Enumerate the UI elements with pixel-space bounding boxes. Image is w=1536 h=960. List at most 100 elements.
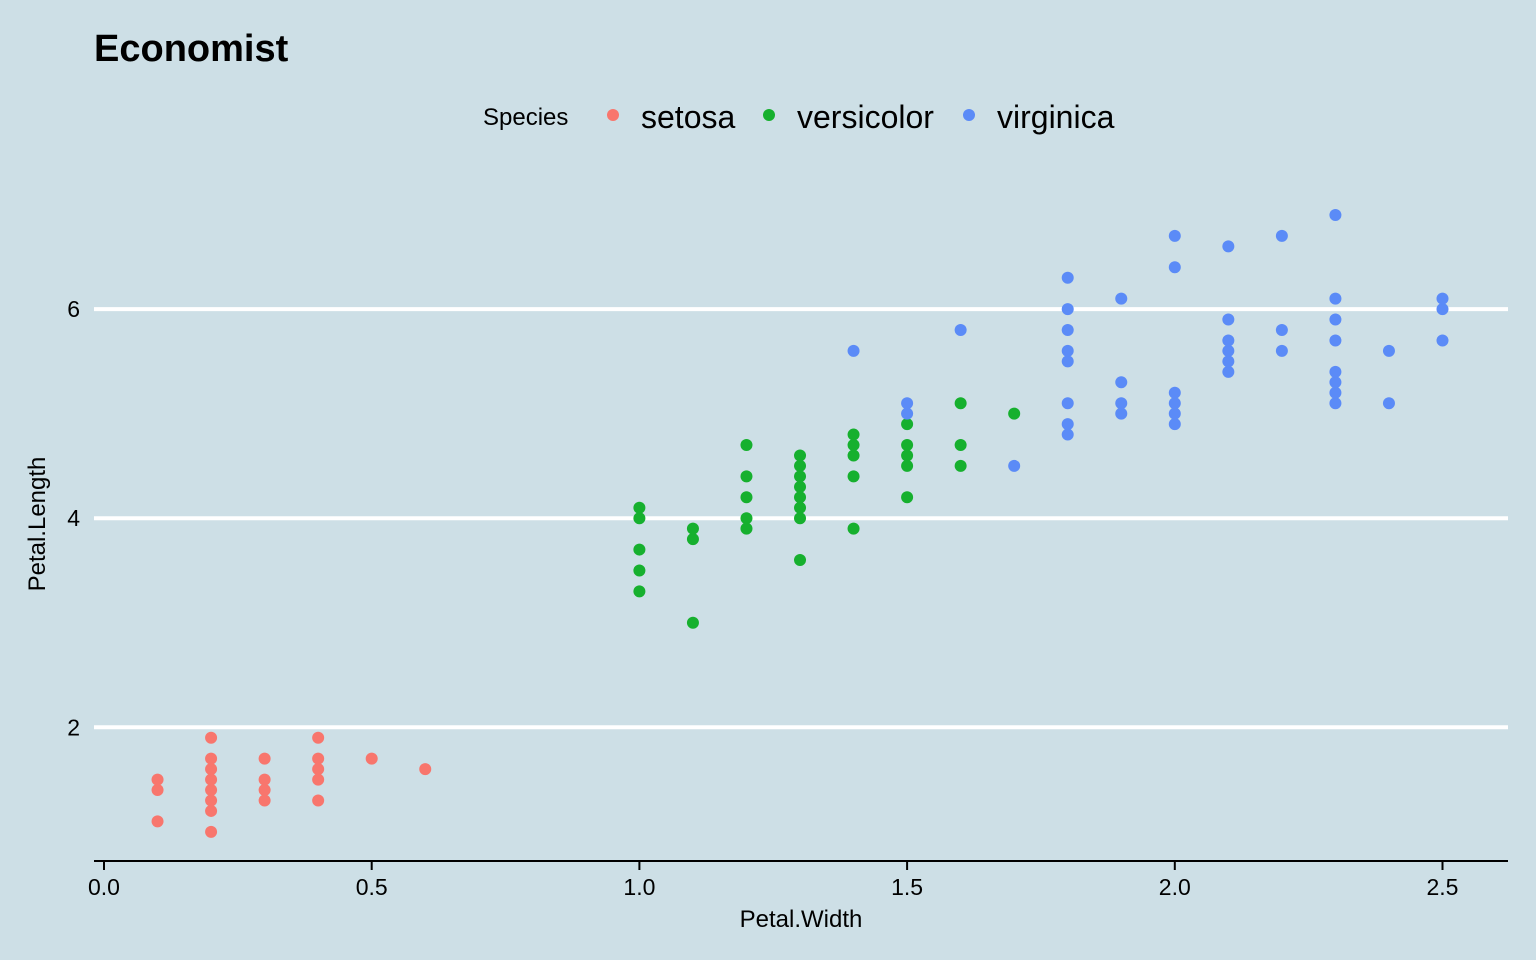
point-setosa [151,815,164,828]
point-versicolor [633,585,646,598]
point-virginica [1115,407,1128,420]
point-virginica [1382,397,1395,410]
point-versicolor [901,449,914,462]
point-virginica [1061,397,1074,410]
point-virginica [1329,334,1342,347]
point-virginica [1329,313,1342,326]
point-versicolor [633,564,646,577]
y-tick-label: 4 [67,505,80,531]
point-setosa [258,794,271,807]
point-versicolor [954,439,967,452]
point-versicolor [847,449,860,462]
point-versicolor [794,459,807,472]
point-virginica [1329,209,1342,222]
point-virginica [901,407,914,420]
point-setosa [205,804,218,817]
point-setosa [205,784,218,797]
x-tick-label: 0.0 [88,874,120,900]
point-virginica [1168,386,1181,399]
point-virginica [1436,334,1449,347]
legend-key-virginica [963,109,975,121]
point-versicolor [794,501,807,514]
point-versicolor [794,470,807,483]
point-virginica [1329,292,1342,305]
point-setosa [258,773,271,786]
point-virginica [1008,459,1021,472]
point-versicolor [633,501,646,514]
point-versicolor [794,449,807,462]
point-virginica [1329,397,1342,410]
point-versicolor [847,439,860,452]
point-versicolor [740,512,753,525]
point-versicolor [686,522,699,535]
point-versicolor [740,491,753,504]
point-setosa [205,773,218,786]
point-virginica [1168,229,1181,242]
data-points [151,209,1449,838]
point-setosa [419,763,432,776]
legend: Species setosa versicolor virginica [483,99,1115,135]
point-versicolor [686,533,699,546]
x-tick-label: 1.0 [623,874,655,900]
point-setosa [258,752,271,765]
point-setosa [205,794,218,807]
point-virginica [1222,344,1235,357]
point-versicolor [686,616,699,629]
point-versicolor [847,470,860,483]
legend-key-setosa [607,109,619,121]
point-setosa [151,784,164,797]
point-virginica [1061,344,1074,357]
point-virginica [1168,261,1181,274]
point-virginica [1275,324,1288,337]
point-virginica [1222,355,1235,368]
point-virginica [1275,344,1288,357]
point-virginica [1168,418,1181,431]
point-virginica [1115,376,1128,389]
point-setosa [312,752,325,765]
point-virginica [1061,303,1074,316]
point-versicolor [901,491,914,504]
point-versicolor [847,522,860,535]
point-versicolor [1008,407,1021,420]
point-versicolor [794,512,807,525]
point-virginica [1061,324,1074,337]
y-axis-title: Petal.Length [24,457,51,592]
point-virginica [1061,355,1074,368]
point-versicolor [740,522,753,535]
point-virginica [1436,292,1449,305]
point-setosa [205,731,218,744]
point-virginica [1329,386,1342,399]
point-versicolor [954,459,967,472]
point-setosa [312,794,325,807]
chart-title: Economist [94,28,289,70]
point-virginica [1329,376,1342,389]
point-versicolor [794,491,807,504]
point-virginica [1168,407,1181,420]
point-setosa [312,763,325,776]
y-tick-label: 2 [67,714,80,740]
point-virginica [1329,365,1342,378]
point-virginica [1061,271,1074,284]
point-virginica [1382,344,1395,357]
axes: 2 4 6 0.0 0.5 1.0 1.5 2.0 2.5 [67,296,1508,900]
point-setosa [205,763,218,776]
point-setosa [312,773,325,786]
legend-label-setosa: setosa [641,99,735,135]
point-virginica [1275,229,1288,242]
point-setosa [205,825,218,838]
point-virginica [1115,397,1128,410]
point-versicolor [740,470,753,483]
x-tick-label: 1.5 [891,874,923,900]
legend-label-virginica: virginica [997,99,1115,135]
point-setosa [365,752,378,765]
point-virginica [1436,303,1449,316]
point-versicolor [633,543,646,556]
legend-label-versicolor: versicolor [797,99,934,135]
point-versicolor [847,428,860,441]
x-tick-label: 0.5 [356,874,388,900]
point-versicolor [633,512,646,525]
point-virginica [901,397,914,410]
point-versicolor [794,554,807,567]
legend-title: Species [483,104,568,131]
